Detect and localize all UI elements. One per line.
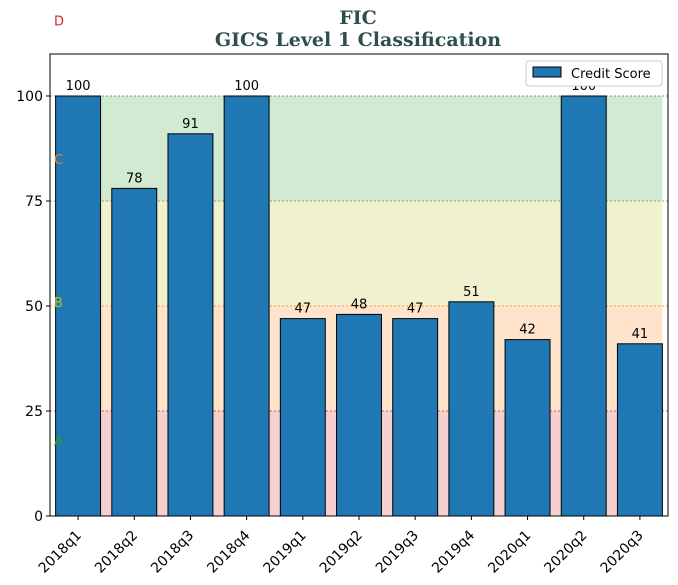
- x-tick-label: 2019q1: [261, 528, 310, 577]
- grade-letter: D: [54, 14, 64, 29]
- y-tick-label: 50: [25, 299, 43, 315]
- y-tick-label: 100: [16, 89, 43, 105]
- bar-value-label: 47: [407, 302, 424, 317]
- bar-value-label: 47: [295, 302, 312, 317]
- chart-title: FIC: [339, 7, 377, 29]
- y-tick-label: 75: [25, 194, 43, 210]
- bar-value-label: 51: [463, 285, 480, 300]
- bar-value-label: 42: [519, 323, 536, 338]
- x-tick-label: 2020q2: [541, 528, 590, 577]
- x-tick-label: 2019q3: [373, 528, 422, 577]
- bar: [392, 318, 439, 517]
- x-tick-label: 2018q2: [92, 528, 141, 577]
- bar: [448, 301, 495, 517]
- axes-frame: [49, 53, 669, 517]
- grade-letter: C: [54, 153, 63, 168]
- bar-value-label: 78: [126, 171, 143, 186]
- bar: [504, 339, 551, 517]
- x-tick-label: 2018q3: [148, 528, 197, 577]
- grade-letter: A: [54, 434, 63, 449]
- x-tick-label: 2019q2: [317, 528, 366, 577]
- bar: [616, 343, 663, 517]
- x-tick-label: 2020q3: [598, 528, 647, 577]
- bar: [336, 313, 382, 517]
- bar: [167, 133, 214, 517]
- plot-area: 100 2018q1 78 2018q2 91 2018q3 100 2018q4 47 2019…: [16, 14, 669, 577]
- bar: [223, 95, 270, 517]
- x-tick-label: 2019q4: [429, 527, 478, 576]
- y-tick-label: 0: [34, 509, 43, 525]
- legend: Credit Score: [525, 60, 663, 87]
- bar: [279, 318, 326, 517]
- legend-swatch: [532, 66, 562, 78]
- bar-value-label: 91: [182, 117, 199, 132]
- grade-letter: B: [54, 296, 63, 311]
- legend-label: Credit Score: [571, 67, 651, 82]
- chart-subtitle: GICS Level 1 Classification: [215, 29, 501, 51]
- x-tick-label: 2018q4: [204, 527, 253, 576]
- bar-value-label: 41: [632, 327, 649, 342]
- x-tick-label: 2018q1: [36, 528, 85, 577]
- bar-value-label: 48: [351, 297, 368, 312]
- bar: [111, 187, 158, 517]
- bar-value-label: 100: [234, 79, 259, 94]
- bar: [560, 95, 607, 517]
- bar-value-label: 100: [66, 79, 91, 94]
- x-tick-label: 2020q1: [485, 528, 534, 577]
- y-tick-label: 25: [25, 404, 43, 420]
